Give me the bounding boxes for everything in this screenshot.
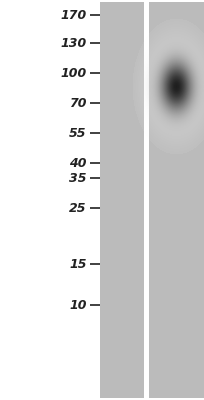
Text: 25: 25 [69, 202, 87, 214]
Text: 70: 70 [69, 97, 87, 110]
Text: 170: 170 [60, 9, 87, 22]
Bar [144, 2, 149, 398]
Text: 15: 15 [69, 258, 87, 270]
Bar [149, 2, 204, 398]
Text: 100: 100 [60, 67, 87, 80]
Text: 10: 10 [69, 299, 87, 312]
Text: 40: 40 [69, 157, 87, 170]
Text: 35: 35 [69, 172, 87, 184]
Bar [100, 2, 144, 398]
Text: 130: 130 [60, 37, 87, 50]
Text: 55: 55 [69, 127, 87, 140]
